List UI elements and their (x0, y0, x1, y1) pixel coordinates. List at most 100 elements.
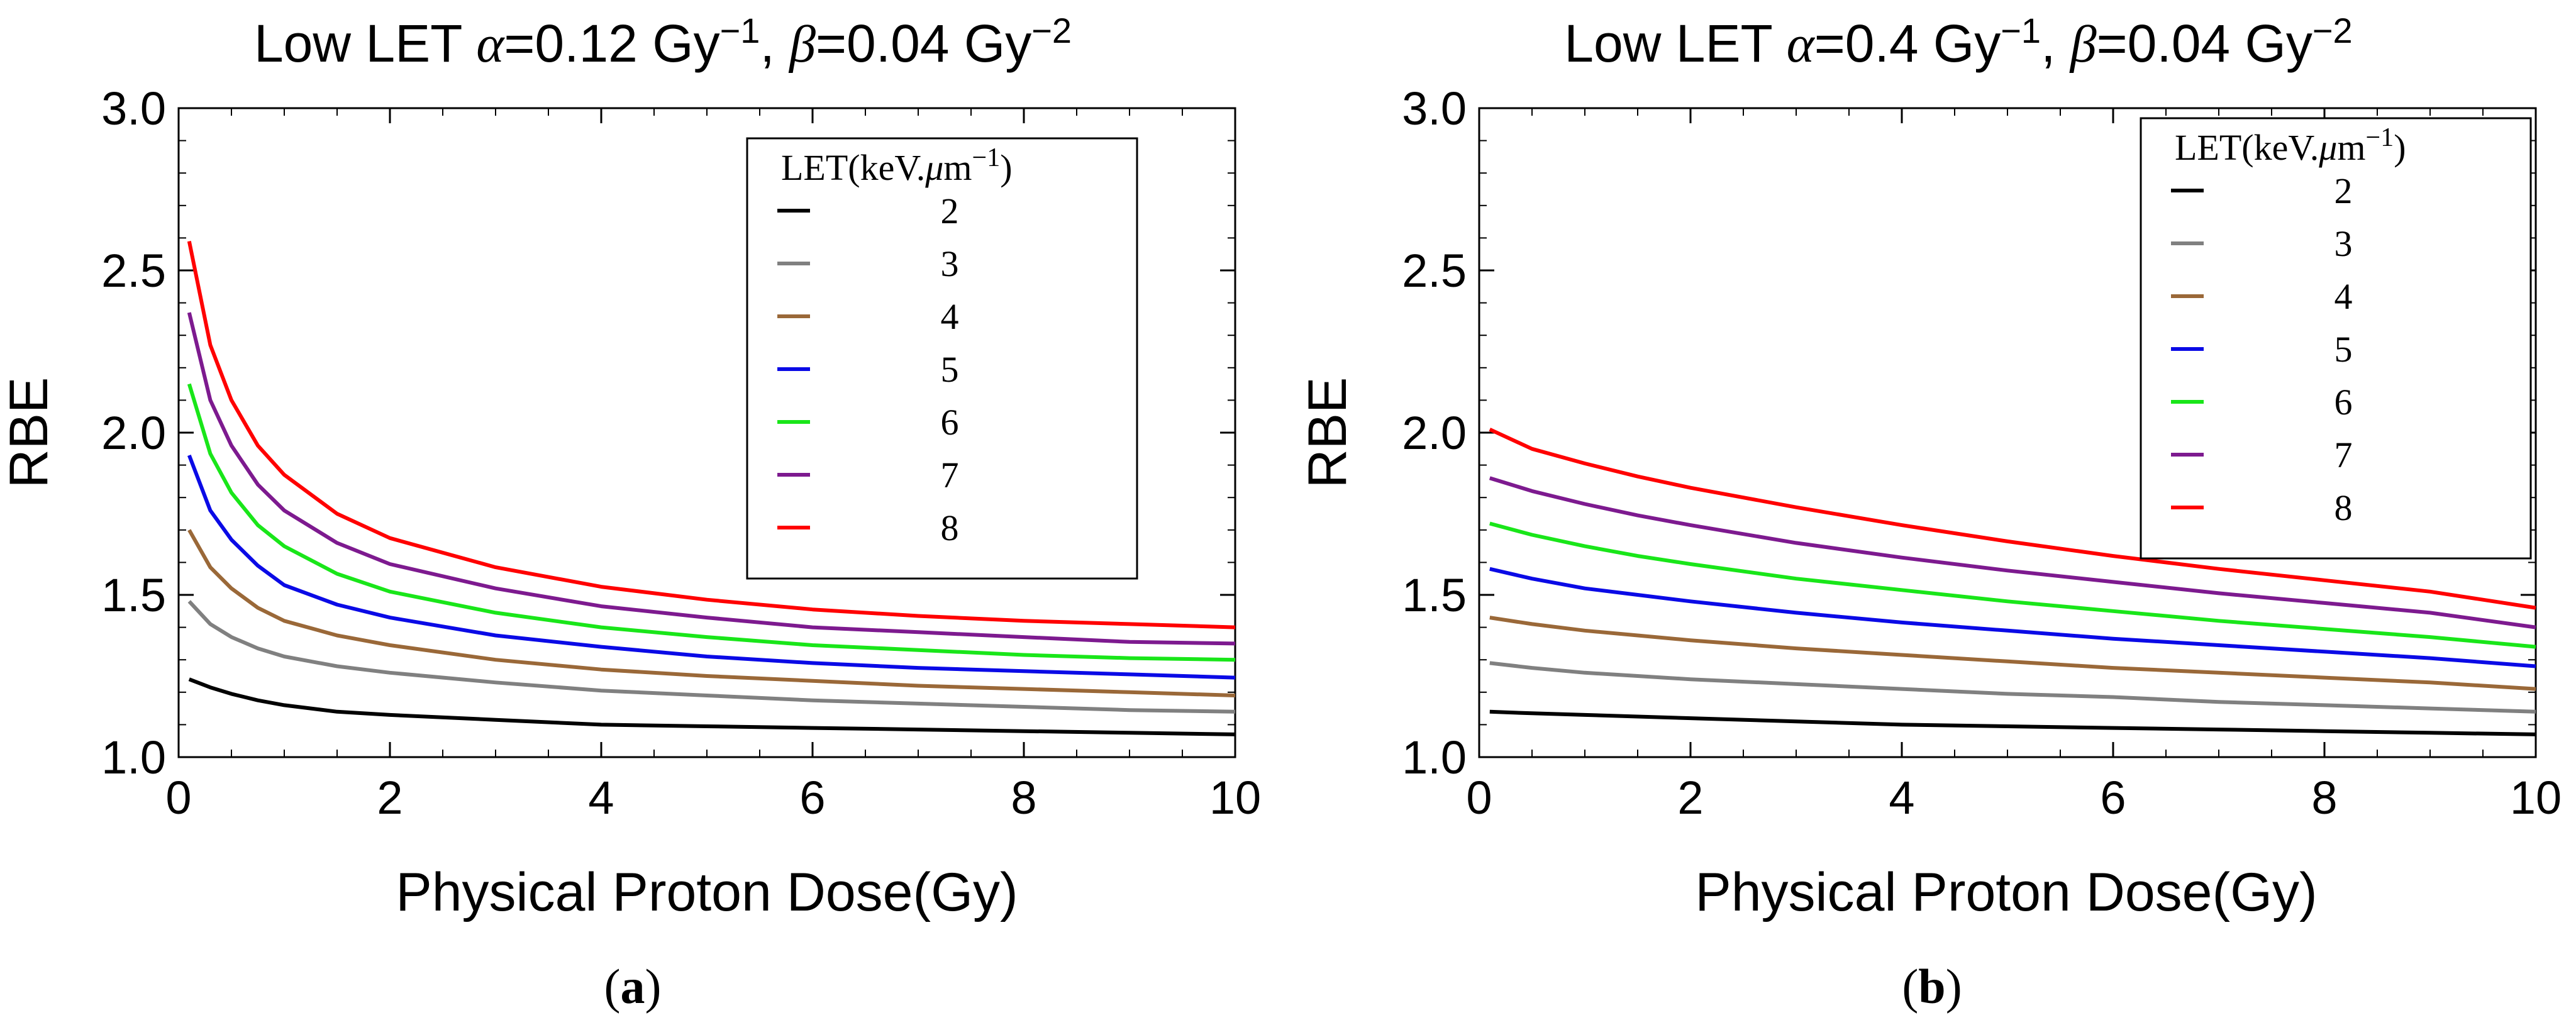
panel-label-open: ( (1902, 959, 1918, 1014)
x-tick-label: 6 (799, 772, 825, 824)
x-tick-label: 8 (2311, 772, 2337, 824)
x-tick-label: 0 (165, 772, 191, 824)
x-tick-label: 2 (377, 772, 402, 824)
title-beta-symbol: β (2069, 15, 2097, 74)
legend-label-let-6: 6 (941, 402, 959, 443)
legend-title-a: LET(keV.μm−1) (781, 143, 1013, 188)
y-tick-label: 3.0 (101, 82, 166, 135)
x-axis-label-a: Physical Proton Dose(Gy) (396, 862, 1018, 922)
legend-title-mu: μ (2318, 127, 2337, 168)
title-alpha-exp: −1 (720, 11, 760, 50)
x-tick-label: 4 (1889, 772, 1914, 824)
legend-label-let-8: 8 (941, 507, 959, 548)
legend-title-suffix: ) (1000, 147, 1012, 188)
x-tick-label: 10 (2510, 772, 2562, 824)
legend-entries-b: 2 3 4 5 6 7 8 (2171, 170, 2353, 528)
x-tick-label: 0 (1466, 772, 1492, 824)
series-line-let-2 (188, 677, 1236, 736)
legend-title-prefix: LET(keV. (2175, 127, 2319, 168)
y-tick-label: 3.0 (1402, 82, 1467, 135)
x-tick-label: 8 (1011, 772, 1036, 824)
legend-label-let-6: 6 (2334, 382, 2353, 423)
legend-b: LET(keV.μm−1) 2 3 4 5 6 7 8 (2140, 117, 2532, 560)
series-line-let-8 (1489, 428, 2536, 610)
legend-label-let-8: 8 (2334, 487, 2353, 528)
legend-label-let-7: 7 (2334, 435, 2353, 475)
legend-title-unit: m (2337, 127, 2365, 168)
legend-label-let-7: 7 (941, 455, 959, 496)
legend-title-exp: −1 (972, 143, 1001, 172)
x-tick-label: 2 (1677, 772, 1703, 824)
x-axis-label-b: Physical Proton Dose(Gy) (1695, 862, 2317, 922)
series-line-let-2 (1489, 709, 2536, 736)
legend-title-suffix: ) (2394, 127, 2406, 168)
y-tick-label: 1.0 (1402, 731, 1467, 784)
legend-label-let-5: 5 (941, 349, 959, 390)
series-a (187, 241, 1236, 736)
series-line-let-8 (187, 241, 1236, 629)
title-alpha-symbol: α (476, 15, 505, 74)
title-beta-exp: −2 (2312, 11, 2353, 50)
panel-label-close: ) (1946, 959, 1962, 1014)
title-prefix: Low LET (1564, 14, 1786, 73)
y-tick-label: 2.5 (1402, 245, 1467, 297)
x-tick-label: 6 (2100, 772, 2126, 824)
title-alpha-exp: −1 (2001, 11, 2041, 50)
series-line-let-5 (1489, 567, 2536, 668)
series-line-let-6 (187, 383, 1236, 662)
panel-label-a: (a) (604, 959, 662, 1014)
legend-entries-a: 2 3 4 5 6 7 8 (777, 191, 959, 548)
title-alpha-eq: =0.4 Gy (1814, 14, 2001, 73)
legend-box-b (2140, 117, 2532, 560)
y-tick-label: 2.5 (101, 245, 166, 297)
series-b (1489, 428, 2536, 736)
series-line-let-6 (1489, 521, 2536, 649)
series-line-let-7 (187, 312, 1236, 646)
title-prefix: Low LET (254, 14, 476, 73)
legend-label-let-3: 3 (2334, 223, 2353, 264)
panel-label-close: ) (645, 959, 662, 1014)
title-beta-exp: −2 (1031, 11, 1072, 50)
title-alpha-symbol: α (1787, 15, 1816, 74)
tick-labels-b: 0 2 4 6 8 10 1.0 1.5 2.0 2.5 3.0 (1402, 82, 2562, 824)
legend-title-unit: m (943, 147, 972, 188)
series-line-let-5 (187, 455, 1236, 680)
y-tick-label: 2.0 (101, 407, 166, 459)
chart-title-b: Low LET α=0.4 Gy−1, β=0.04 Gy−2 (1564, 11, 2352, 74)
x-tick-label: 10 (1209, 772, 1261, 824)
legend-label-let-4: 4 (941, 296, 959, 337)
title-beta-eq: =0.04 Gy (2097, 14, 2312, 73)
legend-label-let-4: 4 (2334, 276, 2353, 317)
series-line-let-4 (1489, 616, 2536, 691)
tick-labels-a: 0 2 4 6 8 10 1.0 1.5 2.0 2.5 3.0 (101, 82, 1261, 824)
legend-a: LET(keV.μm−1) 2 3 4 5 6 7 8 (746, 137, 1138, 580)
panel-b: Low LET α=0.4 Gy−1, β=0.04 Gy−2 0 2 4 6 8 101… (1297, 11, 2562, 1014)
title-beta-symbol: β (788, 15, 816, 74)
legend-title-prefix: LET(keV. (781, 147, 925, 188)
panel-label-b: (b) (1902, 959, 1962, 1014)
legend-box-a (746, 137, 1138, 580)
chart-title-a: Low LET α=0.12 Gy−1, β=0.04 Gy−2 (254, 11, 1072, 74)
y-axis-label-b: RBE (1297, 377, 1358, 489)
legend-label-let-3: 3 (941, 243, 959, 284)
legend-title-mu: μ (924, 147, 943, 188)
y-tick-label: 1.0 (101, 731, 166, 784)
ticks-a (177, 107, 1236, 758)
panel-a: Low LET α=0.12 Gy−1, β=0.04 Gy−2 0 2 4 6 8 10… (0, 11, 1261, 1014)
y-tick-label: 2.0 (1402, 407, 1467, 459)
y-axis-label-a: RBE (0, 377, 59, 489)
legend-title-exp: −1 (2366, 123, 2394, 152)
y-tick-label: 1.5 (101, 569, 166, 621)
legend-title-b: LET(keV.μm−1) (2175, 123, 2406, 168)
series-line-let-3 (187, 600, 1236, 714)
series-line-let-4 (187, 529, 1236, 697)
title-alpha-eq: =0.12 Gy (504, 14, 719, 73)
title-sep: , (760, 14, 789, 73)
legend-label-let-5: 5 (2334, 329, 2353, 370)
title-sep: , (2041, 14, 2070, 73)
y-tick-label: 1.5 (1402, 569, 1467, 621)
x-tick-label: 4 (588, 772, 614, 824)
title-beta-eq: =0.04 Gy (816, 14, 1031, 73)
panel-label-open: ( (604, 959, 621, 1014)
